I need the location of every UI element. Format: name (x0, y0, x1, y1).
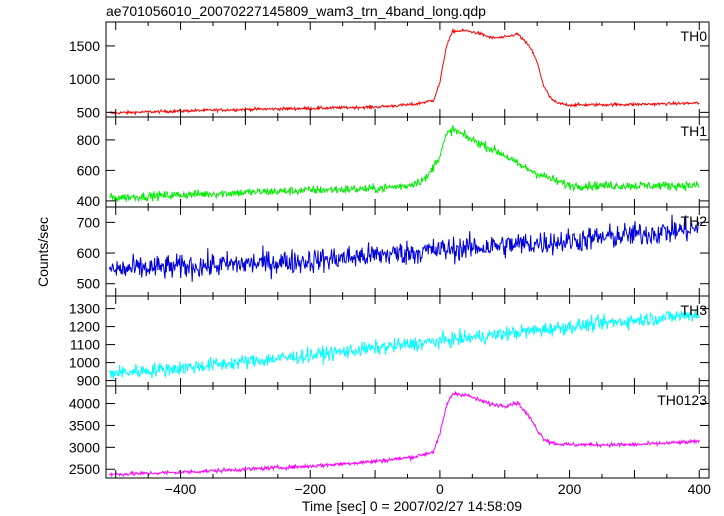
y-tick-label: 3000 (69, 439, 100, 455)
y-tick-label: 2500 (69, 461, 100, 477)
series-line-th1 (109, 125, 700, 203)
plot-title: ae701056010_20070227145809_wam3_trn_4ban… (106, 3, 486, 19)
panel-label-th0: TH0 (681, 28, 708, 44)
x-tick-label: 400 (688, 481, 712, 497)
series-line-th3 (108, 309, 700, 380)
y-tick-label: 1200 (69, 319, 100, 335)
x-tick-label: 0 (436, 481, 444, 497)
y-tick-label: 400 (77, 193, 101, 209)
panel-frame-th2 (105, 206, 710, 297)
x-tick-label: 200 (558, 481, 582, 497)
y-tick-label: 700 (77, 214, 101, 230)
y-tick-label: 4000 (69, 396, 100, 412)
y-tick-label: 900 (77, 373, 101, 389)
panels-group: 500 1000 1500 TH0 400 600 800 TH1 500 600 700 TH2 90… (69, 21, 712, 497)
panel-frame-th0 (105, 21, 710, 118)
panel-frame-th1 (105, 116, 710, 208)
y-tick-label: 500 (77, 276, 101, 292)
y-tick-label: 600 (77, 245, 101, 261)
y-tick-label: 1000 (69, 71, 100, 87)
panel-label-th0123: TH0123 (657, 392, 707, 408)
panel-label-th2: TH2 (681, 213, 708, 229)
series-line-th2 (108, 214, 700, 282)
panel-label-th3: TH3 (681, 302, 708, 318)
y-tick-label: 800 (77, 132, 101, 148)
series-line-th0123 (108, 390, 700, 478)
y-tick-label: 1000 (69, 355, 100, 371)
y-tick-label: 500 (77, 104, 101, 120)
y-tick-label: 3500 (69, 417, 100, 433)
y-tick-label: 600 (77, 162, 101, 178)
y-tick-label: 1300 (69, 301, 100, 317)
x-axis-title: Time [sec] 0 = 2007/02/27 14:58:09 (302, 498, 522, 514)
panel-label-th1: TH1 (681, 123, 708, 139)
x-tick-label: −400 (165, 481, 197, 497)
y-axis-title: Counts/sec (35, 217, 51, 287)
y-tick-label: 1100 (70, 337, 100, 353)
x-tick-label: −200 (294, 481, 326, 497)
panel-frame-th0123 (105, 385, 710, 479)
series-line-th0 (109, 27, 700, 116)
y-tick-label: 1500 (69, 38, 100, 54)
